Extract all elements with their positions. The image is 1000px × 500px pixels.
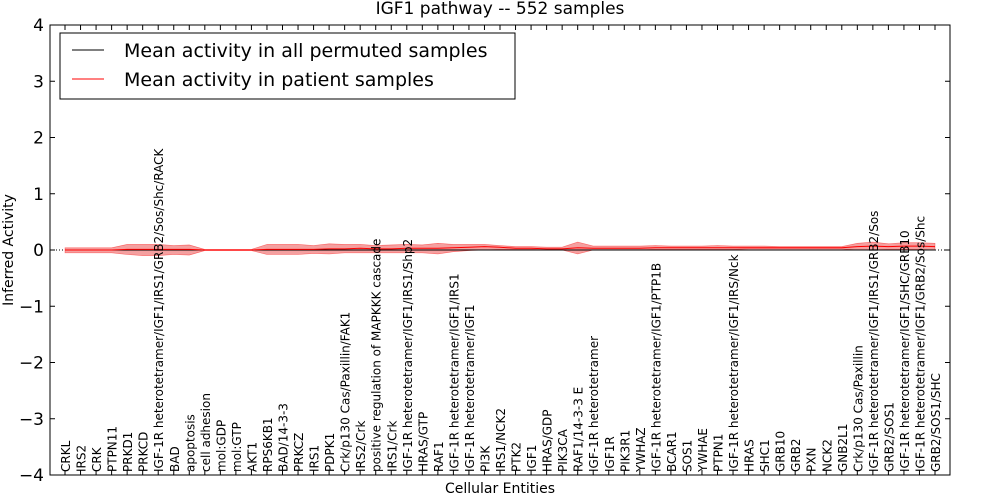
x-tick-label: SHC1 xyxy=(758,439,772,472)
x-tick-label: IGF-1R heterotetramer xyxy=(587,336,601,472)
x-tick-label: CRK xyxy=(90,446,104,472)
x-tick-label: PDPK1 xyxy=(323,433,337,472)
x-tick-label: YWHAE xyxy=(696,428,710,473)
x-tick-label: IRS1/NCK2 xyxy=(494,408,508,472)
y-tick-label: −1 xyxy=(19,297,44,317)
legend-label-patient: Mean activity in patient samples xyxy=(124,69,434,91)
x-tick-label: GRB2 xyxy=(789,438,803,472)
x-tick-label: IGF-1R heterotetramer/IGF1/IRS1/GRB2/Sos xyxy=(867,211,881,472)
x-tick-label: PRKD1 xyxy=(121,432,135,472)
x-tick-label: RAF1 xyxy=(432,441,446,472)
x-tick-label: GRB10 xyxy=(774,431,788,472)
x-tick-label: PTK2 xyxy=(510,442,524,472)
x-tick-label: IGF-1R heterotetramer/IGF1/SHC/GRB10 xyxy=(898,230,912,472)
plot-area xyxy=(50,241,950,256)
y-tick-label: −2 xyxy=(19,354,44,374)
x-tick-label: IRS1 xyxy=(308,445,322,472)
x-tick-label: IGF-1R heterotetramer/IGF1 xyxy=(463,305,477,472)
legend: Mean activity in all permuted samples Me… xyxy=(59,32,516,100)
x-tick-label: IRS2/Crk xyxy=(354,421,368,472)
x-tick-label: IGF1 xyxy=(525,445,539,472)
y-tick-label: 3 xyxy=(33,72,44,92)
x-tick-label: BAD xyxy=(168,446,182,472)
x-tick-label: IRS1/Crk xyxy=(385,421,399,472)
x-tick-label: NCK2 xyxy=(820,439,834,472)
x-tick-label: HRAS/GTP xyxy=(416,412,430,472)
x-tick-label: positive regulation of MAPKKK cascade xyxy=(370,239,384,472)
x-tick-label: IGF-1R heterotetramer/IGF1/IRS1/Shp2 xyxy=(401,239,415,472)
x-tick-label: IGF-1R heterotetramer/IGF1/IRS/Nck xyxy=(727,254,741,472)
x-tick-label: PIK3CA xyxy=(556,428,570,472)
y-tick-label: 1 xyxy=(33,185,44,205)
legend-label-permuted: Mean activity in all permuted samples xyxy=(124,40,487,62)
x-tick-label: IGF-1R heterotetramer/IGF1/IRS1 xyxy=(447,273,461,472)
x-tick-label: IGF-1R heterotetramer/IGF1/IRS1/GRB2/Sos… xyxy=(152,147,166,472)
x-tick-label: PI3K xyxy=(479,445,493,472)
x-tick-labels: CRKL IRS2 CRK PTPN11 PRKD1 PRKCD IGF-1R hetero… xyxy=(59,147,943,473)
x-tick-label: CRKL xyxy=(59,440,73,472)
x-tick-label: BCAR1 xyxy=(665,431,679,472)
x-tick-label: RAF1/14-3-3 E xyxy=(572,387,586,472)
y-tick-label: −4 xyxy=(19,466,44,486)
x-tick-label: GRB2/SOS1 xyxy=(882,402,896,472)
y-axis-label: Inferred Activity xyxy=(1,194,17,306)
x-tick-label: IRS2 xyxy=(75,445,89,472)
x-tick-label: IGF1R xyxy=(603,436,617,472)
y-tick-label: 4 xyxy=(33,16,44,36)
x-tick-label: PIK3R1 xyxy=(618,430,632,472)
x-tick-label: YWHAZ xyxy=(634,427,648,473)
axis-ticks: −4 −3 −2 −1 0 1 2 3 4 xyxy=(19,16,950,486)
x-tick-label: BAD/14-3-3 xyxy=(277,403,291,472)
legend-box xyxy=(59,32,516,100)
x-tick-label: apoptosis xyxy=(183,414,197,472)
x-tick-label: mol:GTP xyxy=(230,422,244,472)
x-tick-label: mol:GDP xyxy=(214,420,228,472)
x-tick-label: cell adhesion xyxy=(199,393,213,472)
x-tick-label: HRAS xyxy=(743,439,757,472)
x-tick-label: RPS6KB1 xyxy=(261,417,275,472)
x-tick-label: HRAS/GDP xyxy=(541,409,555,472)
x-tick-label: PRKCD xyxy=(137,432,151,472)
x-tick-label: SOS1 xyxy=(680,440,694,472)
x-tick-label: GNB2L1 xyxy=(836,424,850,472)
x-tick-label: PRKCZ xyxy=(292,433,306,472)
y-tick-label: 0 xyxy=(33,241,44,261)
x-tick-label: PTPN1 xyxy=(712,434,726,472)
y-tick-label: 2 xyxy=(33,129,44,149)
x-tick-label: IGF-1R heterotetramer/IGF1/PTP1B xyxy=(649,263,663,472)
patient-mean-line xyxy=(65,245,936,251)
x-tick-label: AKT1 xyxy=(245,442,259,472)
chart-title: IGF1 pathway -- 552 samples xyxy=(376,0,625,19)
x-tick-label: GRB2/SOS1/SHC xyxy=(929,373,943,472)
x-tick-label: IGF-1R heterotetramer/IGF1/GRB2/Sos/Shc xyxy=(914,216,928,472)
x-tick-label: Crk/p130 Cas/Paxillin/FAK1 xyxy=(339,312,353,472)
x-tick-label: PXN xyxy=(805,448,819,472)
x-axis-label: Cellular Entities xyxy=(445,481,555,497)
x-tick-label: Crk/p130 Cas/Paxillin xyxy=(851,345,865,472)
x-tick-label: PTPN11 xyxy=(106,426,120,472)
y-tick-label: −3 xyxy=(19,410,44,430)
